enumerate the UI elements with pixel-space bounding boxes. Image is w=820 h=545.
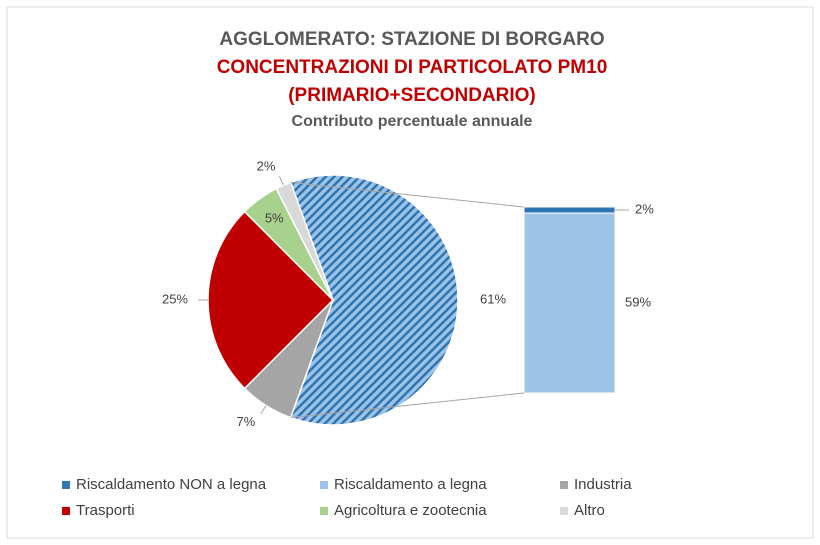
legend-label: Altro <box>574 502 605 519</box>
leader-line <box>278 175 284 186</box>
chart-subtitle: CONCENTRAZIONI DI PARTICOLATO PM10 <box>217 57 608 78</box>
chart-title: AGGLOMERATO: STAZIONE DI BORGARO <box>219 29 604 50</box>
pie-slice <box>207 210 335 390</box>
legend-label: Agricoltura e zootecnia <box>334 502 487 519</box>
data-label: 59% <box>625 294 651 309</box>
data-label: 7% <box>237 414 256 429</box>
legend-label: Trasporti <box>76 502 135 519</box>
pie-slice-other <box>289 174 459 426</box>
data-label: 5% <box>265 211 284 226</box>
chart-caption: Contributo percentuale annuale <box>292 113 533 130</box>
legend-label: Industria <box>574 476 632 493</box>
legend-swatch <box>320 507 328 515</box>
legend-label: Riscaldamento a legna <box>334 476 487 493</box>
data-label: 2% <box>257 158 276 173</box>
legend-swatch <box>560 481 568 489</box>
leader-line <box>260 405 267 415</box>
data-label: 2% <box>635 201 654 216</box>
data-label: 61% <box>480 291 506 306</box>
legend-swatch <box>62 481 70 489</box>
connector-line <box>290 392 525 419</box>
bar-segment <box>523 206 616 214</box>
legend-swatch <box>62 507 70 515</box>
legend-label: Riscaldamento NON a legna <box>76 476 267 493</box>
data-label: 25% <box>162 291 188 306</box>
legend-swatch <box>320 481 328 489</box>
bar-segment <box>523 212 616 394</box>
legend-swatch <box>560 507 568 515</box>
connector-line <box>290 181 525 208</box>
chart-subtitle: (PRIMARIO+SECONDARIO) <box>288 85 536 106</box>
